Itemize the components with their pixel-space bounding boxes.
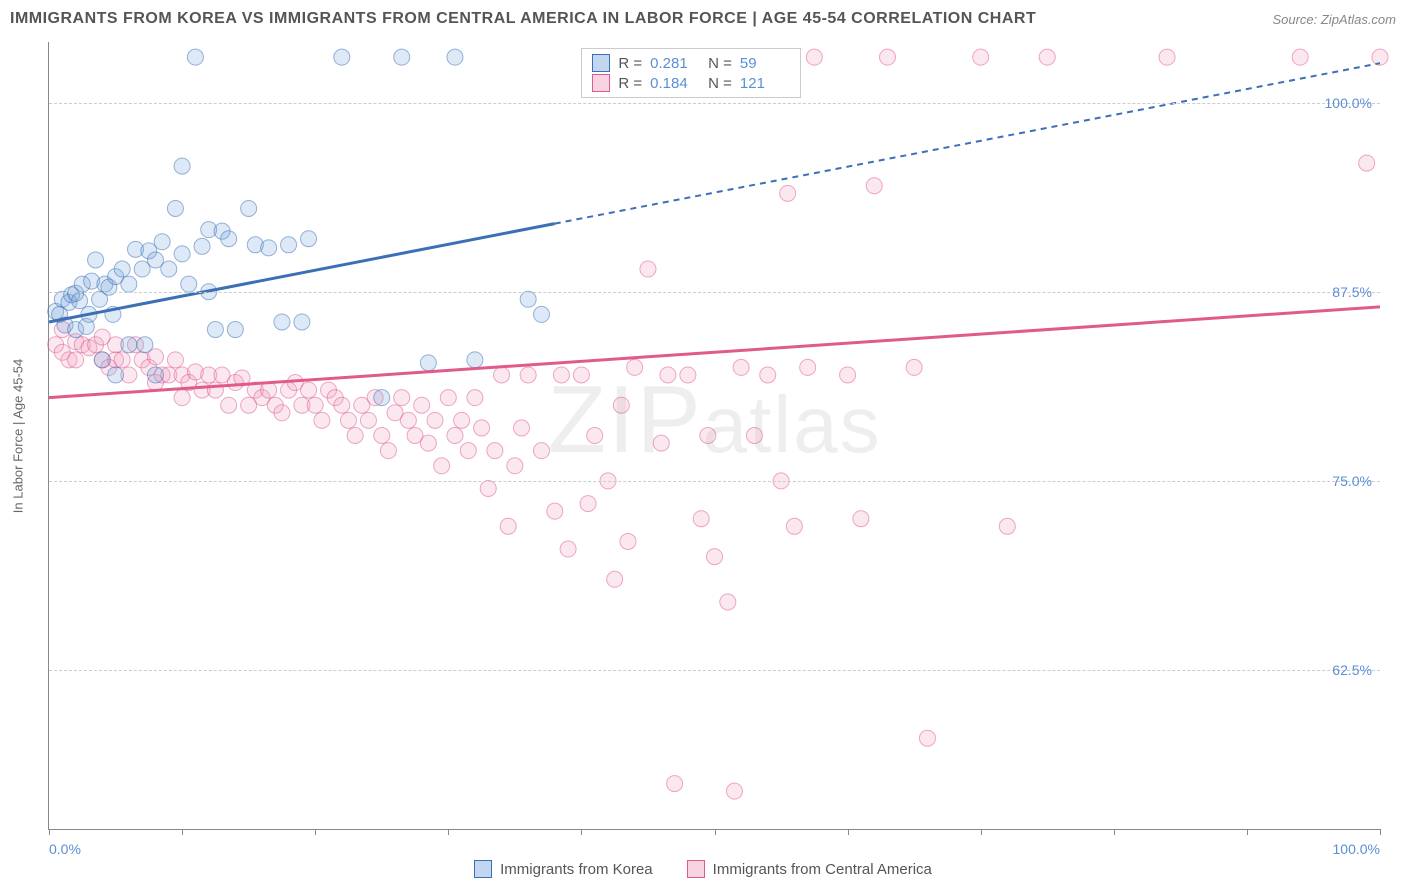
source-value: ZipAtlas.com — [1321, 12, 1396, 27]
plot-svg — [49, 42, 1380, 829]
legend-item-central-america: Immigrants from Central America — [687, 860, 932, 878]
source-credit: Source: ZipAtlas.com — [1272, 12, 1396, 27]
r-value: 0.281 — [650, 55, 700, 72]
x-axis-max-label: 100.0% — [1333, 841, 1380, 857]
statistics-box: R = 0.281 N = 59 R = 0.184 N = 121 — [581, 48, 801, 98]
scatter-plot: ZIPatlas R = 0.281 N = 59 R = 0.184 N = … — [48, 42, 1380, 830]
x-axis-min-label: 0.0% — [49, 841, 81, 857]
plot-area: In Labor Force | Age 45-54 ZIPatlas R = … — [48, 42, 1380, 830]
legend-swatch-central-america — [687, 860, 705, 878]
stat-row-korea: R = 0.281 N = 59 — [592, 53, 790, 73]
y-axis-title: In Labor Force | Age 45-54 — [11, 359, 26, 513]
swatch-korea — [592, 54, 610, 72]
r-label: R = — [618, 55, 642, 72]
legend: Immigrants from Korea Immigrants from Ce… — [0, 860, 1406, 878]
swatch-central-america — [592, 74, 610, 92]
r-value: 0.184 — [650, 75, 700, 92]
legend-label: Immigrants from Central America — [713, 861, 932, 878]
chart-title: IMMIGRANTS FROM KOREA VS IMMIGRANTS FROM… — [10, 10, 1036, 28]
stat-row-central-america: R = 0.184 N = 121 — [592, 73, 790, 93]
n-value: 121 — [740, 75, 790, 92]
legend-item-korea: Immigrants from Korea — [474, 860, 653, 878]
source-label: Source: — [1272, 12, 1320, 27]
r-label: R = — [618, 75, 642, 92]
n-label: N = — [708, 55, 732, 72]
legend-label: Immigrants from Korea — [500, 861, 653, 878]
legend-swatch-korea — [474, 860, 492, 878]
n-label: N = — [708, 75, 732, 92]
title-bar: IMMIGRANTS FROM KOREA VS IMMIGRANTS FROM… — [10, 10, 1396, 28]
n-value: 59 — [740, 55, 790, 72]
